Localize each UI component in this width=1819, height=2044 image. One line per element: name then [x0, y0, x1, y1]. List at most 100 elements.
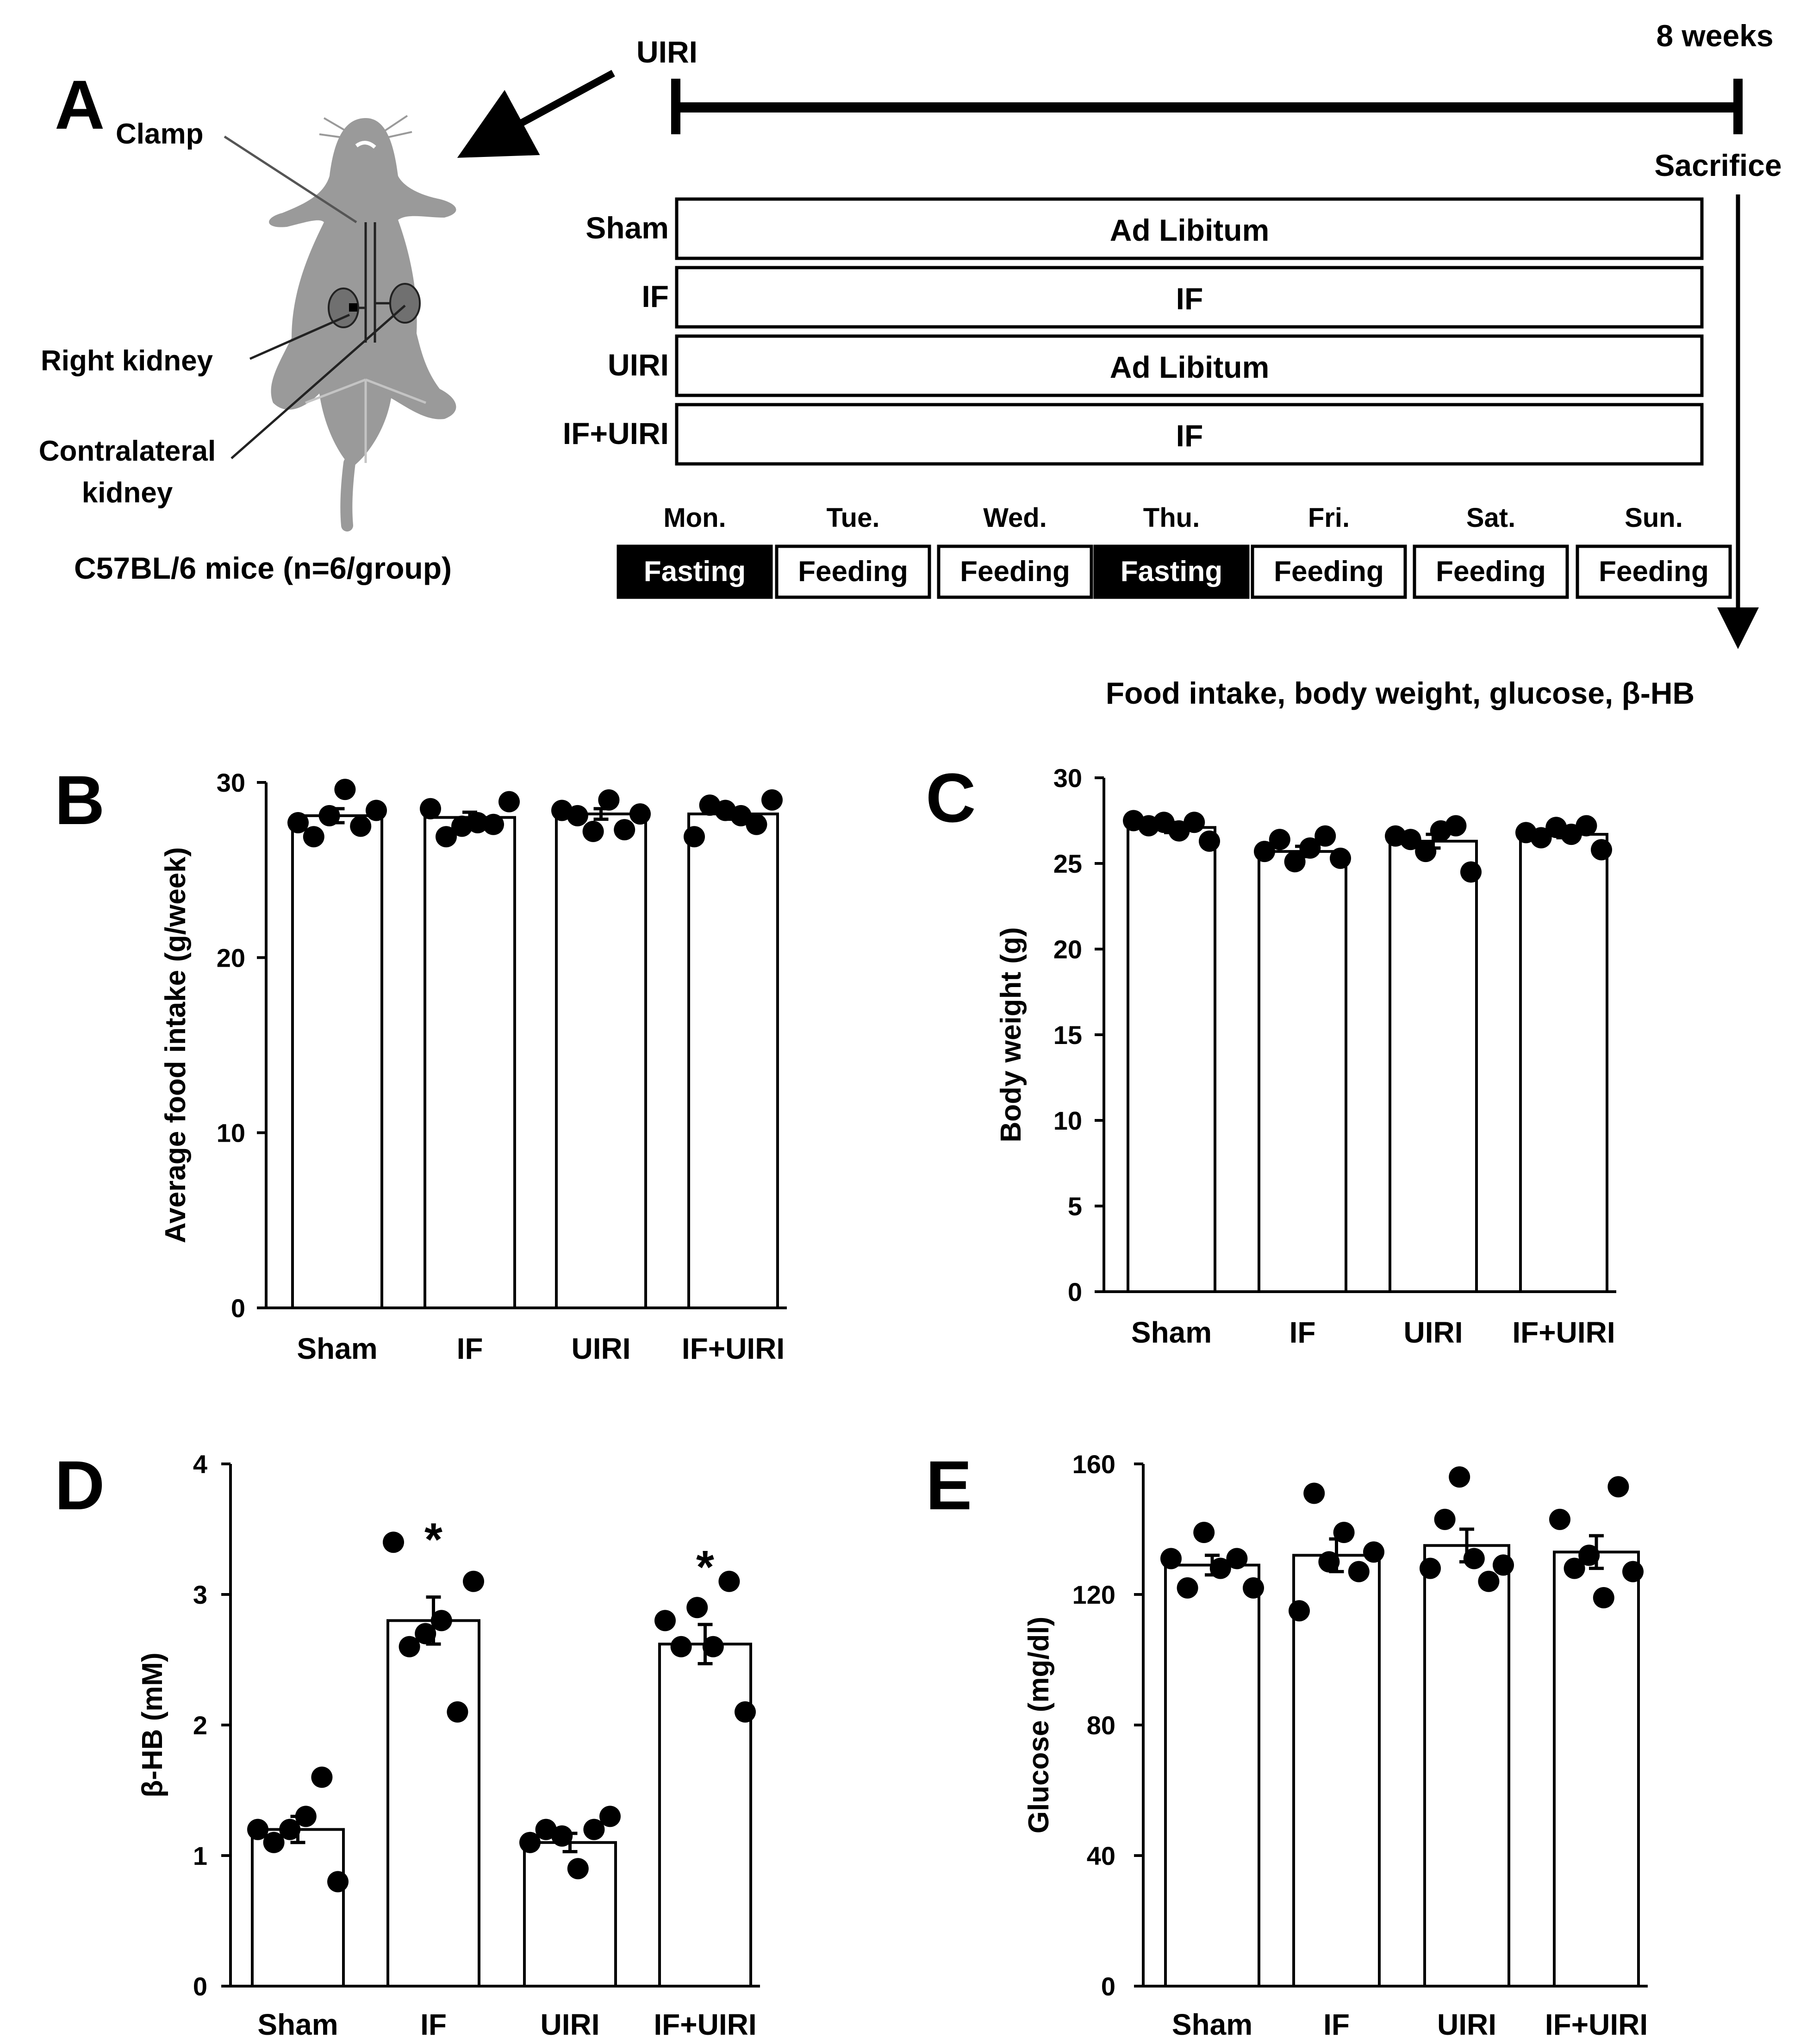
data-point	[746, 813, 767, 835]
diet-box	[675, 334, 1704, 397]
data-point	[295, 1806, 317, 1827]
group-row: Sham Ad Libitum	[586, 197, 1704, 260]
y-tick-label: 25	[1053, 849, 1082, 878]
y-axis-label: β-HB (mM)	[137, 1652, 168, 1797]
data-point	[1243, 1577, 1264, 1599]
x-category-label: UIRI	[572, 1332, 631, 1365]
data-point	[498, 791, 520, 813]
data-point	[318, 805, 340, 826]
diet-label: IF	[1176, 419, 1203, 453]
y-tick-label: 10	[1053, 1106, 1082, 1135]
y-tick-label: 160	[1072, 1450, 1115, 1479]
panel-a: A Clamp Right kidney Contralateral kidne…	[39, 19, 1782, 710]
data-point	[467, 812, 488, 834]
feeding-day-box	[775, 544, 931, 599]
data-point	[1564, 1557, 1585, 1579]
data-point	[1333, 1522, 1355, 1544]
y-tick-label: 20	[1053, 935, 1082, 964]
panel-b-chart: B 0 10 20 30 Average food intake (g/week) Sham…	[55, 761, 787, 1365]
panel-c-chart: C 0 5 10 15 20 25 30 Body weight (g) Sham IF UIRI IF…	[926, 759, 1616, 1349]
group-name: IF+UIRI	[563, 416, 669, 450]
bar	[424, 816, 516, 1309]
group-row: UIRI Ad Libitum	[608, 334, 1704, 397]
y-tick-label: 3	[193, 1580, 207, 1609]
data-point	[614, 819, 635, 841]
y-tick-label: 4	[193, 1450, 207, 1479]
mouse-body	[269, 118, 456, 468]
y-tick-label: 0	[193, 1972, 207, 2001]
data-point	[1493, 1554, 1514, 1576]
bar	[658, 1643, 752, 1988]
mouse-illustration	[224, 115, 456, 531]
bar	[1389, 839, 1478, 1293]
data-point	[279, 1819, 301, 1840]
data-point	[399, 1636, 420, 1657]
x-category-label: Sham	[1131, 1316, 1212, 1349]
data-point	[1478, 1570, 1500, 1592]
data-point	[1303, 1482, 1325, 1504]
data-point	[567, 805, 588, 826]
data-point	[1578, 1544, 1600, 1566]
data-point	[670, 1636, 692, 1657]
data-point	[366, 800, 387, 821]
data-point	[684, 826, 705, 848]
data-point	[718, 1570, 740, 1592]
y-tick-label: 0	[231, 1294, 245, 1323]
data-point	[599, 1806, 621, 1827]
y-axis-label: Glucose (mg/dl)	[1023, 1617, 1055, 1833]
y-tick-label: 30	[217, 768, 245, 797]
data-point	[761, 789, 783, 811]
data-point	[1289, 1600, 1310, 1622]
data-point	[415, 1623, 436, 1644]
data-point	[1463, 1548, 1485, 1569]
data-point	[447, 1701, 468, 1723]
data-point	[463, 1570, 484, 1592]
x-category-label: IF+UIRI	[1545, 2008, 1648, 2041]
diet-box	[675, 197, 1704, 260]
x-category-label: IF	[1323, 2008, 1350, 2041]
data-point	[1449, 1466, 1470, 1488]
data-point	[1363, 1541, 1384, 1563]
significance-marker: *	[696, 1541, 714, 1593]
data-point	[247, 1819, 268, 1840]
mouse-tail	[340, 457, 355, 531]
data-point	[1415, 841, 1437, 863]
group-name: IF	[642, 279, 669, 313]
bar	[251, 1828, 345, 1988]
data-point	[1348, 1561, 1370, 1582]
data-point	[567, 1858, 589, 1880]
diet-label: Ad Libitum	[1110, 213, 1270, 247]
data-point	[1184, 812, 1205, 833]
panel-letter: D	[55, 1446, 105, 1524]
day-label: Wed.	[983, 503, 1047, 533]
day-state-label: Feeding	[1436, 556, 1546, 588]
data-point	[1593, 1587, 1614, 1609]
data-point	[1549, 1508, 1570, 1530]
right-kidney-shape	[328, 288, 359, 328]
day-label: Thu.	[1143, 503, 1200, 533]
bar	[386, 1619, 480, 1988]
x-category-label: UIRI	[1404, 1316, 1463, 1349]
panel-letter: B	[55, 761, 105, 839]
feeding-day-box	[937, 544, 1093, 599]
panel-a-letter: A	[55, 66, 105, 144]
bar	[1519, 833, 1608, 1293]
y-tick-label: 15	[1053, 1020, 1082, 1050]
y-tick-label: 120	[1072, 1580, 1115, 1609]
day-state-label: Feeding	[1599, 556, 1709, 588]
feeding-day-box	[1413, 544, 1569, 599]
fasting-day-box	[1093, 544, 1250, 599]
data-point	[1591, 839, 1612, 861]
skin-lines	[305, 378, 426, 463]
data-point	[1622, 1561, 1644, 1582]
day-label: Fri.	[1308, 503, 1350, 533]
contralateral-kidney-shape	[389, 283, 421, 324]
data-point	[1269, 829, 1290, 850]
data-point	[1226, 1548, 1248, 1569]
data-point	[1330, 847, 1351, 869]
bar	[1423, 1544, 1510, 1988]
day-label: Mon.	[663, 503, 726, 533]
y-tick-label: 20	[217, 943, 245, 972]
data-point	[1607, 1476, 1629, 1498]
panel-e-chart: E 0 40 80 120 160 Glucose (mg/dl) Sham IF UIRI IF+…	[926, 1446, 1648, 2041]
